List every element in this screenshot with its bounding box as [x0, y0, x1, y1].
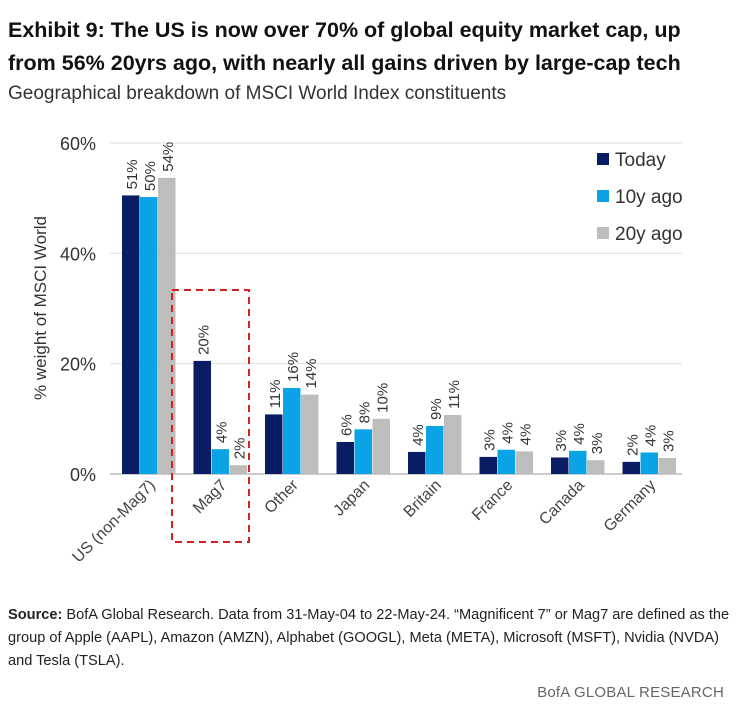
data-label: 4% [518, 424, 535, 446]
legend-swatch [597, 190, 609, 202]
bar [658, 458, 676, 474]
data-label: 4% [643, 425, 660, 447]
bars [122, 177, 676, 475]
data-label: 54% [160, 142, 177, 172]
data-label: 9% [428, 398, 445, 420]
x-tick-label: Canada [536, 477, 588, 529]
data-label: 3% [589, 433, 606, 455]
x-tick-label: Other [262, 476, 303, 517]
y-tick-label: 60% [60, 134, 96, 154]
data-label: 10% [375, 383, 392, 413]
data-label: 11% [446, 380, 463, 409]
x-tick-label: Mag7 [190, 477, 230, 517]
bar [301, 394, 319, 474]
bar [497, 449, 515, 474]
legend: Today 10y ago 20y ago [597, 150, 683, 245]
legend-swatch [597, 227, 609, 239]
bar [622, 461, 640, 474]
bar-chart: 0% 20% 40% 60% % weight of MSCI World 51% 50… [31, 134, 683, 566]
data-label: 4% [571, 423, 588, 445]
source-text: BofA Global Research. Data from 31-May-0… [8, 607, 730, 669]
legend-label: 10y ago [615, 187, 683, 208]
data-label: 3% [553, 430, 570, 452]
data-label: 3% [482, 429, 499, 451]
x-tick-label: Japan [330, 477, 373, 520]
data-label: 11% [267, 379, 284, 408]
data-label: 14% [303, 359, 320, 389]
bar [640, 452, 658, 474]
brand-footer: BofA GLOBAL RESEARCH [537, 684, 724, 701]
source-label: Source: [8, 607, 63, 623]
data-label: 2% [625, 434, 642, 456]
bar [354, 429, 372, 474]
x-tick-label: France [469, 477, 516, 524]
legend-swatch [597, 153, 609, 165]
x-tick-label: US (non-Mag7) [69, 477, 158, 566]
bar [265, 414, 283, 474]
data-labels: 51% 50%54%20%4%2%11%16% 14%6%8% 10%4%9%11%3… [124, 142, 678, 459]
data-label: 3% [661, 430, 678, 452]
bar [158, 177, 176, 474]
bar [569, 450, 587, 474]
bar [479, 456, 497, 474]
bar [140, 197, 158, 474]
y-tick-label: 0% [70, 465, 96, 485]
data-label: 20% [196, 325, 213, 355]
bar [122, 195, 140, 475]
bar [515, 451, 533, 474]
source-note: Source: BofA Global Research. Data from … [8, 604, 733, 673]
chart-title: Exhibit 9: The US is now over 70% of glo… [8, 18, 681, 75]
chart-subtitle: Geographical breakdown of MSCI World Ind… [8, 83, 507, 104]
bar [408, 451, 426, 474]
data-label: 16% [285, 352, 302, 382]
bar [444, 414, 462, 474]
y-axis-label: % weight of MSCI World [31, 216, 50, 400]
bar [587, 460, 605, 474]
data-label: 2% [232, 437, 249, 459]
bar [372, 418, 390, 474]
data-label: 8% [357, 402, 374, 424]
bar [193, 360, 211, 474]
bar [229, 465, 247, 474]
y-tick-label: 40% [60, 244, 96, 264]
data-label: 6% [339, 414, 356, 436]
data-label: 4% [214, 421, 231, 443]
legend-label: 20y ago [615, 224, 683, 245]
data-label: 4% [410, 424, 427, 446]
bar [283, 387, 301, 474]
bar [426, 426, 444, 474]
bar [551, 457, 569, 474]
mag7-highlight-box [171, 289, 250, 543]
y-axis: 0% 20% 40% 60% [60, 134, 96, 485]
legend-label: Today [615, 150, 666, 171]
y-tick-label: 20% [60, 355, 96, 375]
bar [336, 442, 354, 474]
x-tick-labels: US (non-Mag7) Mag7 Other Japan Britain France… [69, 476, 659, 566]
data-label: 50% [142, 161, 159, 191]
data-label: 51% [124, 159, 141, 189]
bar [211, 449, 229, 474]
x-tick-label: Britain [401, 477, 445, 521]
x-tick-label: Germany [601, 477, 660, 536]
data-label: 4% [500, 422, 517, 444]
